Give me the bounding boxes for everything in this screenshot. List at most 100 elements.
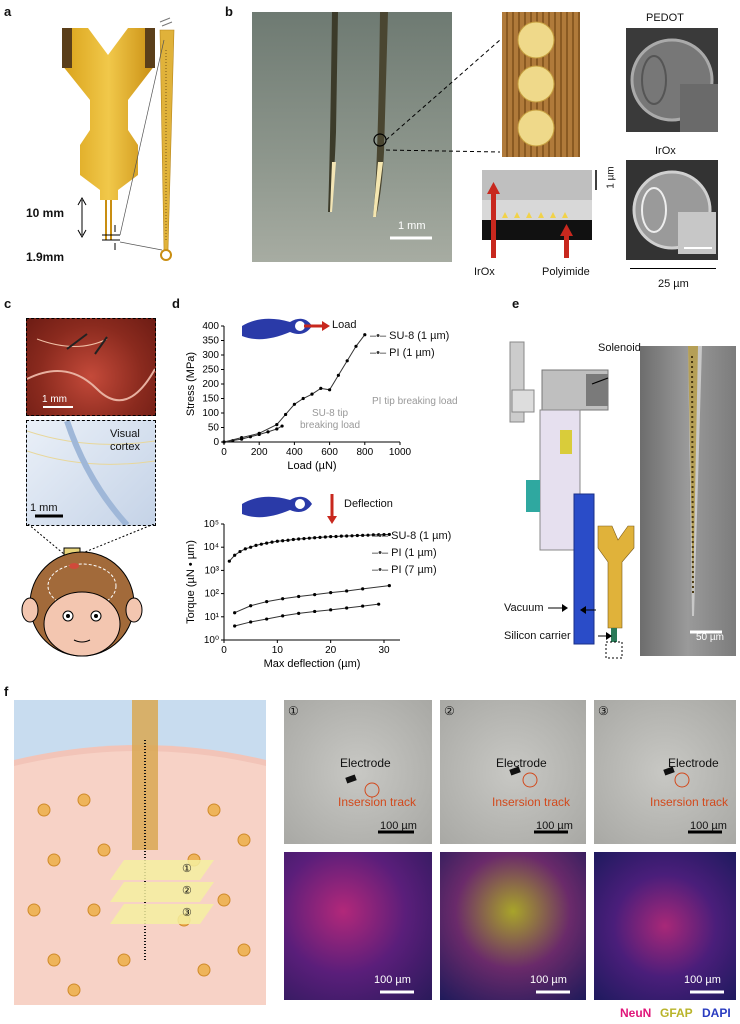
legend-swatch: –•– — [372, 564, 392, 576]
data-point — [297, 611, 301, 616]
silicon-carrier-label: Silicon carrier — [504, 630, 571, 642]
data-point — [238, 549, 242, 554]
data-point — [350, 534, 354, 538]
data-point — [297, 537, 301, 541]
data-point — [297, 594, 301, 599]
monkey-head-illustration — [21, 524, 155, 657]
data-point — [328, 388, 332, 392]
legend-entry: –•– PI (1 µm) — [370, 347, 449, 359]
panel-f-label: f — [4, 684, 9, 699]
data-point — [280, 424, 284, 428]
data-point — [329, 591, 333, 595]
data-point — [265, 541, 269, 545]
data-point — [222, 440, 226, 444]
scale-bar-25um — [630, 268, 716, 269]
data-point — [313, 536, 317, 540]
series-line — [234, 603, 379, 627]
fluorescence-section-3 — [594, 852, 736, 1000]
data-point — [323, 535, 327, 539]
sem-arrows — [487, 170, 597, 258]
data-point — [240, 436, 244, 440]
electrode-label-1: Electrode — [340, 756, 391, 770]
x-tick-label: 20 — [325, 645, 337, 656]
legend-neun: NeuN — [620, 1006, 652, 1020]
scale-label-fl-1: 100 µm — [374, 974, 411, 986]
y-axis-label: Stress (MPa) — [185, 352, 197, 416]
data-point — [336, 373, 340, 377]
dim-width-label: 1.9mm — [26, 250, 65, 264]
panel-e-label: e — [512, 296, 520, 311]
legend-swatch: –•– — [372, 530, 392, 542]
data-point — [233, 553, 237, 557]
data-point — [233, 624, 237, 628]
data-point — [387, 532, 391, 537]
irox-title: IrOx — [655, 145, 676, 157]
data-point — [339, 534, 343, 538]
data-point — [345, 534, 349, 538]
data-point — [363, 333, 367, 337]
data-point — [382, 532, 386, 537]
data-point — [233, 611, 237, 615]
insertion-track-label-2: Insersion track — [492, 795, 571, 809]
data-point — [266, 430, 270, 434]
data-point — [227, 559, 231, 563]
data-point — [292, 402, 296, 406]
x-tick-label: 0 — [221, 447, 227, 458]
panel-c-label: c — [4, 296, 12, 311]
data-point — [291, 537, 295, 542]
scale-label-fl-2: 100 µm — [530, 974, 567, 986]
polyimide-arrow-label: Polyimide — [542, 266, 590, 278]
scale-bar-left-label: 1 mm — [398, 220, 426, 232]
scale-label-fl-3: 100 µm — [684, 974, 721, 986]
legend-entry: –•– SU-8 (1 µm) — [372, 530, 451, 542]
panel-a-label: a — [4, 4, 12, 19]
legend-label: SU-8 (1 µm) — [389, 330, 450, 342]
y-tick-label: 150 — [202, 394, 219, 405]
chart1-legend: –•– SU-8 (1 µm) –•– PI (1 µm) — [370, 330, 449, 364]
legend-swatch: –•– — [370, 330, 390, 342]
data-point — [345, 589, 349, 593]
legend-label: SU-8 (1 µm) — [391, 530, 452, 542]
plane-3-marker: ③ — [182, 907, 192, 919]
legend-entry: –•– PI (7 µm) — [372, 564, 451, 576]
data-point — [281, 597, 285, 601]
deflection-label: Deflection — [344, 498, 393, 510]
data-point — [243, 547, 247, 551]
scale-label-bf-3: 100 µm — [690, 820, 727, 832]
data-point — [329, 608, 333, 612]
probe-tip-icon-deflection — [242, 496, 312, 518]
data-point — [319, 386, 323, 390]
data-point — [302, 536, 306, 541]
y-tick-label: 350 — [202, 336, 219, 347]
dim-length-label: 10 mm — [26, 206, 65, 220]
data-point — [265, 617, 269, 621]
pedot-title: PEDOT — [646, 12, 684, 24]
data-point — [313, 609, 317, 614]
data-point — [270, 540, 274, 544]
data-point — [281, 539, 285, 543]
scale-label-bf-2: 100 µm — [536, 820, 573, 832]
data-point — [387, 584, 391, 588]
y-tick-label: 400 — [202, 321, 219, 332]
data-point — [257, 431, 261, 435]
probe-micrograph — [640, 346, 736, 656]
y-tick-label: 0 — [213, 437, 219, 448]
cortex-scale-label: 1 mm — [30, 502, 58, 514]
y-tick-label: 50 — [208, 423, 220, 434]
y-tick-label: 10² — [205, 589, 220, 600]
x-tick-label: 0 — [221, 645, 227, 656]
probe-photo — [252, 12, 452, 262]
data-point — [265, 600, 269, 604]
fluorescence-section-1 — [284, 852, 432, 1000]
x-tick-label: 400 — [286, 447, 303, 458]
x-tick-label: 10 — [272, 645, 284, 656]
data-point — [361, 604, 365, 608]
y-tick-label: 250 — [202, 365, 219, 376]
electrode-site-zoom — [502, 12, 580, 157]
y-tick-label: 200 — [202, 379, 219, 390]
data-point — [361, 533, 365, 537]
data-point — [355, 533, 359, 538]
data-point — [284, 412, 288, 417]
section-2-number: ② — [444, 704, 455, 718]
sem-scale-label: 1 µm — [605, 166, 617, 189]
